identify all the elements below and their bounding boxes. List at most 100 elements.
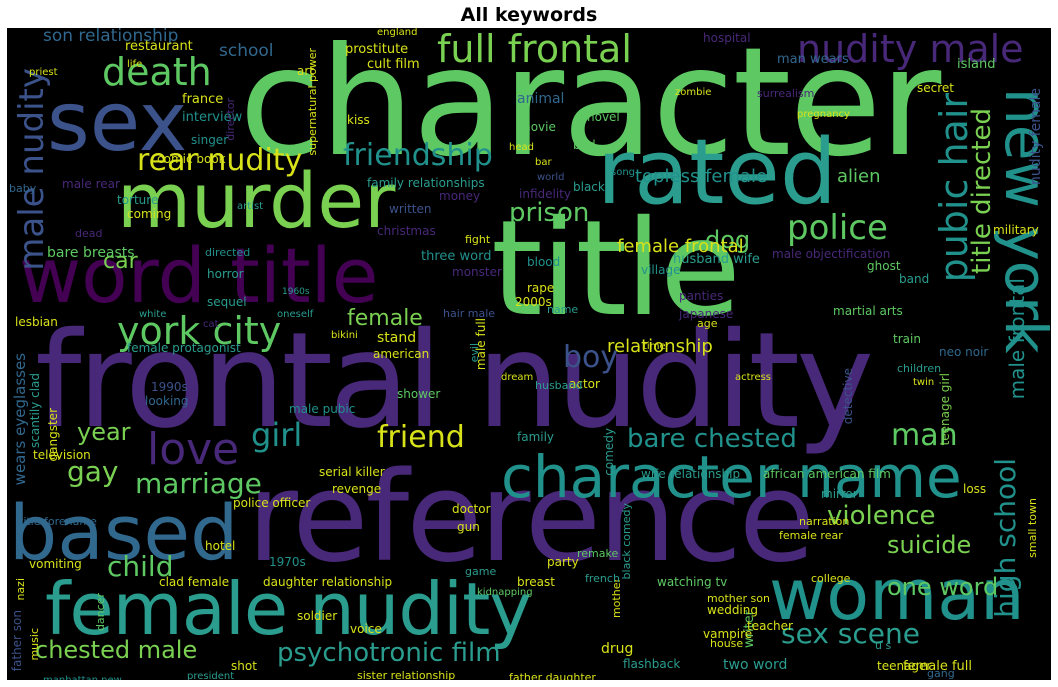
word: sequel [207, 295, 247, 309]
word: breast [517, 575, 555, 589]
word: coming [127, 207, 172, 221]
word: television [33, 448, 91, 462]
word: song [611, 167, 636, 178]
word: bar [535, 157, 552, 168]
word: soldier [297, 609, 338, 623]
word: shower [397, 387, 441, 401]
word: character name [501, 443, 962, 511]
word: written [389, 202, 432, 216]
word: monster [452, 265, 502, 279]
word: man [891, 418, 958, 453]
word: hotel [205, 539, 236, 553]
word: stand [377, 330, 417, 346]
word: zombie [675, 87, 712, 98]
word: rape [527, 281, 555, 295]
word: marriage [135, 467, 262, 500]
word: family relationships [367, 176, 485, 190]
word: college [811, 572, 851, 585]
word: christmas [377, 224, 436, 238]
word: u s [875, 639, 892, 652]
word: neo noir [939, 345, 989, 359]
word: dancer [94, 593, 107, 632]
word: alien [837, 166, 881, 187]
word: mirror [821, 487, 858, 501]
word: relationship [607, 336, 713, 357]
word: nazi [14, 578, 27, 601]
word: singer [191, 133, 229, 147]
word: police officer [233, 496, 311, 510]
word: lesbian [15, 315, 58, 329]
word: teenager [877, 659, 932, 673]
word: hair male [443, 307, 496, 320]
word: comic book [157, 152, 226, 166]
word: wears eyeglasses [11, 353, 29, 486]
word: gay [67, 455, 119, 488]
word: title [491, 192, 741, 346]
word: cat [203, 319, 219, 330]
word: loss [963, 482, 987, 496]
word: female [347, 306, 423, 331]
word: voice [350, 622, 382, 636]
word: remake [577, 547, 619, 560]
word: doctor [452, 502, 491, 516]
word: teenage girl [938, 373, 952, 446]
word: drug [601, 641, 634, 657]
word: looking [145, 394, 189, 408]
word: dream [501, 372, 534, 383]
word: 1970s [269, 555, 306, 569]
word: martial arts [833, 304, 903, 318]
word: kiss [347, 113, 370, 127]
word: torture [117, 193, 159, 207]
word: comedy [602, 428, 616, 476]
word: sex [47, 75, 188, 170]
word: father daughter [509, 671, 596, 680]
word: male rear [62, 177, 120, 191]
word: child [107, 550, 174, 583]
word: rear nudity [137, 143, 303, 178]
word: car [103, 249, 138, 274]
word: manhattan new [43, 676, 122, 681]
word: children [897, 362, 942, 375]
word: family [517, 430, 555, 444]
word: prostitute [345, 42, 409, 57]
word: female protagonist [127, 341, 241, 355]
word: vomiting [29, 557, 82, 571]
word: teacher [747, 619, 793, 633]
word: life [127, 59, 143, 70]
word: man wears [777, 52, 849, 67]
word: school [219, 41, 274, 61]
word: surrealism [757, 87, 815, 100]
word: band [899, 272, 930, 286]
word: word title [19, 231, 379, 320]
word: two word [723, 657, 788, 673]
word: psychotronic film [277, 638, 501, 668]
word: 1990s [151, 380, 188, 394]
word: mother son [707, 592, 770, 605]
word: female rear [779, 529, 843, 542]
word: female frontal [617, 236, 744, 257]
word: director [224, 98, 237, 141]
word: military [993, 223, 1039, 237]
word: topless female [635, 166, 768, 187]
word: game [465, 565, 497, 578]
word: train [893, 332, 921, 346]
word: time [643, 341, 666, 352]
word: sex scene [781, 617, 920, 650]
word: directed [205, 246, 251, 259]
word: reference [247, 446, 815, 590]
word: friendship [343, 138, 493, 173]
word: dog [705, 226, 751, 254]
word: prison [509, 198, 590, 228]
word: money [439, 189, 481, 203]
word: frontal nudity [35, 304, 874, 458]
word: police [787, 208, 888, 248]
word: three word [421, 249, 492, 264]
word: black comedy [620, 503, 633, 580]
word: bikini [331, 330, 358, 341]
word: watching tv [657, 575, 728, 589]
word: male pubic [289, 402, 356, 416]
word: murder [117, 156, 396, 245]
word: american [373, 347, 430, 361]
word: pregnancy [797, 109, 850, 120]
